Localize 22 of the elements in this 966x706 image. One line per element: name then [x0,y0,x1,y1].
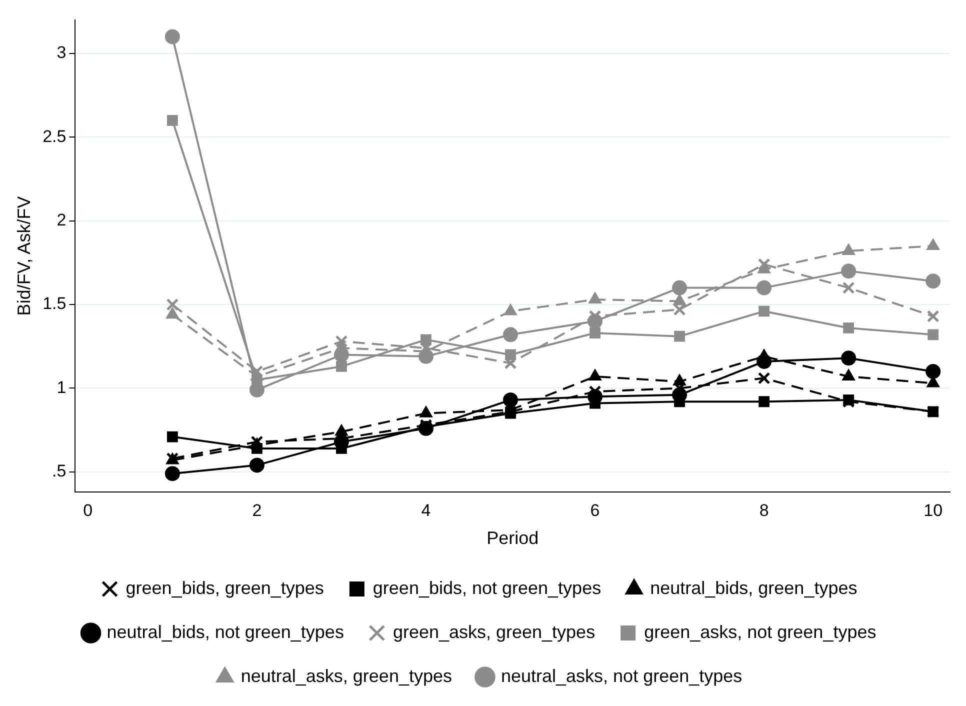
x-tick-label: 0 [83,500,93,520]
x-tick-label: 10 [924,500,943,520]
y-tick-label: 1.5 [42,294,66,314]
y-tick-label: .5 [52,462,66,481]
y-tick-label: 2.5 [42,126,66,146]
x-axis-title: Period [486,528,539,548]
y-tick-label: 3 [56,43,66,62]
legend-label: neutral_bids, green_types [650,578,858,598]
legend-label: green_bids, green_types [126,578,324,598]
y-tick-label: 2 [56,210,66,230]
legend-label: neutral_asks, green_types [240,666,452,686]
x-tick-label: 4 [421,500,431,520]
legend-label: neutral_bids, not green_types [106,622,344,642]
legend-label: green_asks, green_types [392,622,596,642]
legend-label: neutral_asks, not green_types [500,666,742,686]
legend-label: green_bids, not green_types [372,578,602,598]
x-tick-label: 6 [590,500,600,520]
y-tick-label: 1 [56,378,66,397]
y-axis-title: Bid/FV, Ask/FV [14,196,34,316]
x-tick-label: 2 [252,500,262,520]
x-tick-label: 8 [759,500,769,520]
legend-label: green_asks, not green_types [644,622,876,642]
